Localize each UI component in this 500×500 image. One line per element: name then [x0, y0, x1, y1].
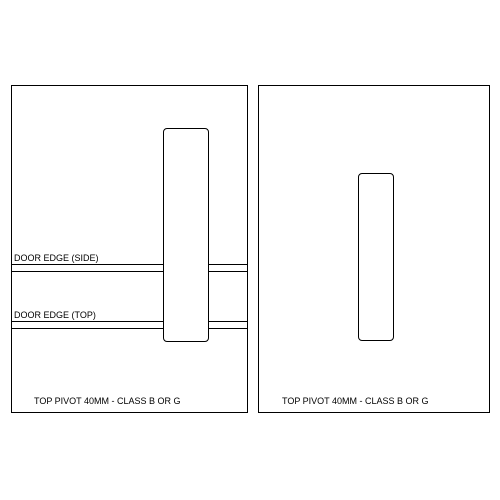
guide-line — [12, 328, 163, 329]
guide-line — [12, 271, 163, 272]
right-slot — [358, 173, 394, 341]
guide-line — [209, 321, 248, 322]
left-slot — [163, 128, 209, 342]
guide-line — [209, 271, 248, 272]
left-panel — [11, 85, 248, 413]
left-caption: TOP PIVOT 40MM - CLASS B OR G — [34, 396, 181, 406]
guide-line — [209, 328, 248, 329]
right-caption: TOP PIVOT 40MM - CLASS B OR G — [282, 396, 429, 406]
door-edge-side-label: DOOR EDGE (SIDE) — [14, 253, 99, 263]
guide-line — [209, 264, 248, 265]
door-edge-top-label: DOOR EDGE (TOP) — [14, 310, 96, 320]
guide-line — [12, 264, 163, 265]
guide-line — [12, 321, 163, 322]
